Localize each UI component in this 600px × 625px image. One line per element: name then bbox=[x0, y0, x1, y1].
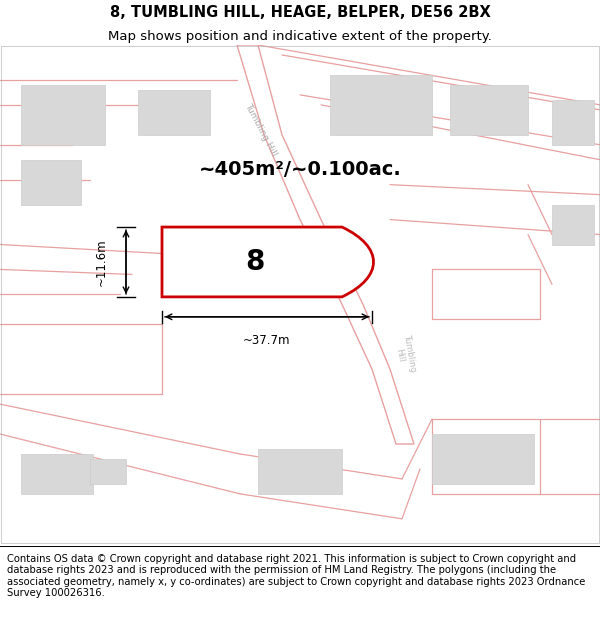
Bar bbox=[138, 90, 210, 135]
Bar bbox=[21, 160, 81, 204]
Bar bbox=[552, 100, 594, 145]
PathPatch shape bbox=[162, 227, 373, 297]
Bar bbox=[330, 75, 432, 135]
Bar bbox=[552, 204, 594, 244]
Text: Map shows position and indicative extent of the property.: Map shows position and indicative extent… bbox=[108, 31, 492, 43]
Text: ~37.7m: ~37.7m bbox=[243, 334, 291, 348]
Text: Contains OS data © Crown copyright and database right 2021. This information is : Contains OS data © Crown copyright and d… bbox=[7, 554, 586, 598]
Text: ~405m²/~0.100ac.: ~405m²/~0.100ac. bbox=[199, 160, 401, 179]
Text: Tumbling Hill: Tumbling Hill bbox=[243, 102, 279, 158]
Bar bbox=[21, 454, 93, 494]
Bar bbox=[21, 85, 105, 145]
Text: 8: 8 bbox=[245, 248, 265, 276]
Bar bbox=[90, 459, 126, 484]
Polygon shape bbox=[237, 45, 414, 444]
Bar bbox=[432, 434, 534, 484]
Text: ~11.6m: ~11.6m bbox=[95, 238, 108, 286]
Bar bbox=[258, 449, 342, 494]
Bar bbox=[450, 85, 528, 135]
Text: Tumbling
Hill: Tumbling Hill bbox=[392, 334, 418, 374]
Text: 8, TUMBLING HILL, HEAGE, BELPER, DE56 2BX: 8, TUMBLING HILL, HEAGE, BELPER, DE56 2B… bbox=[110, 5, 490, 20]
